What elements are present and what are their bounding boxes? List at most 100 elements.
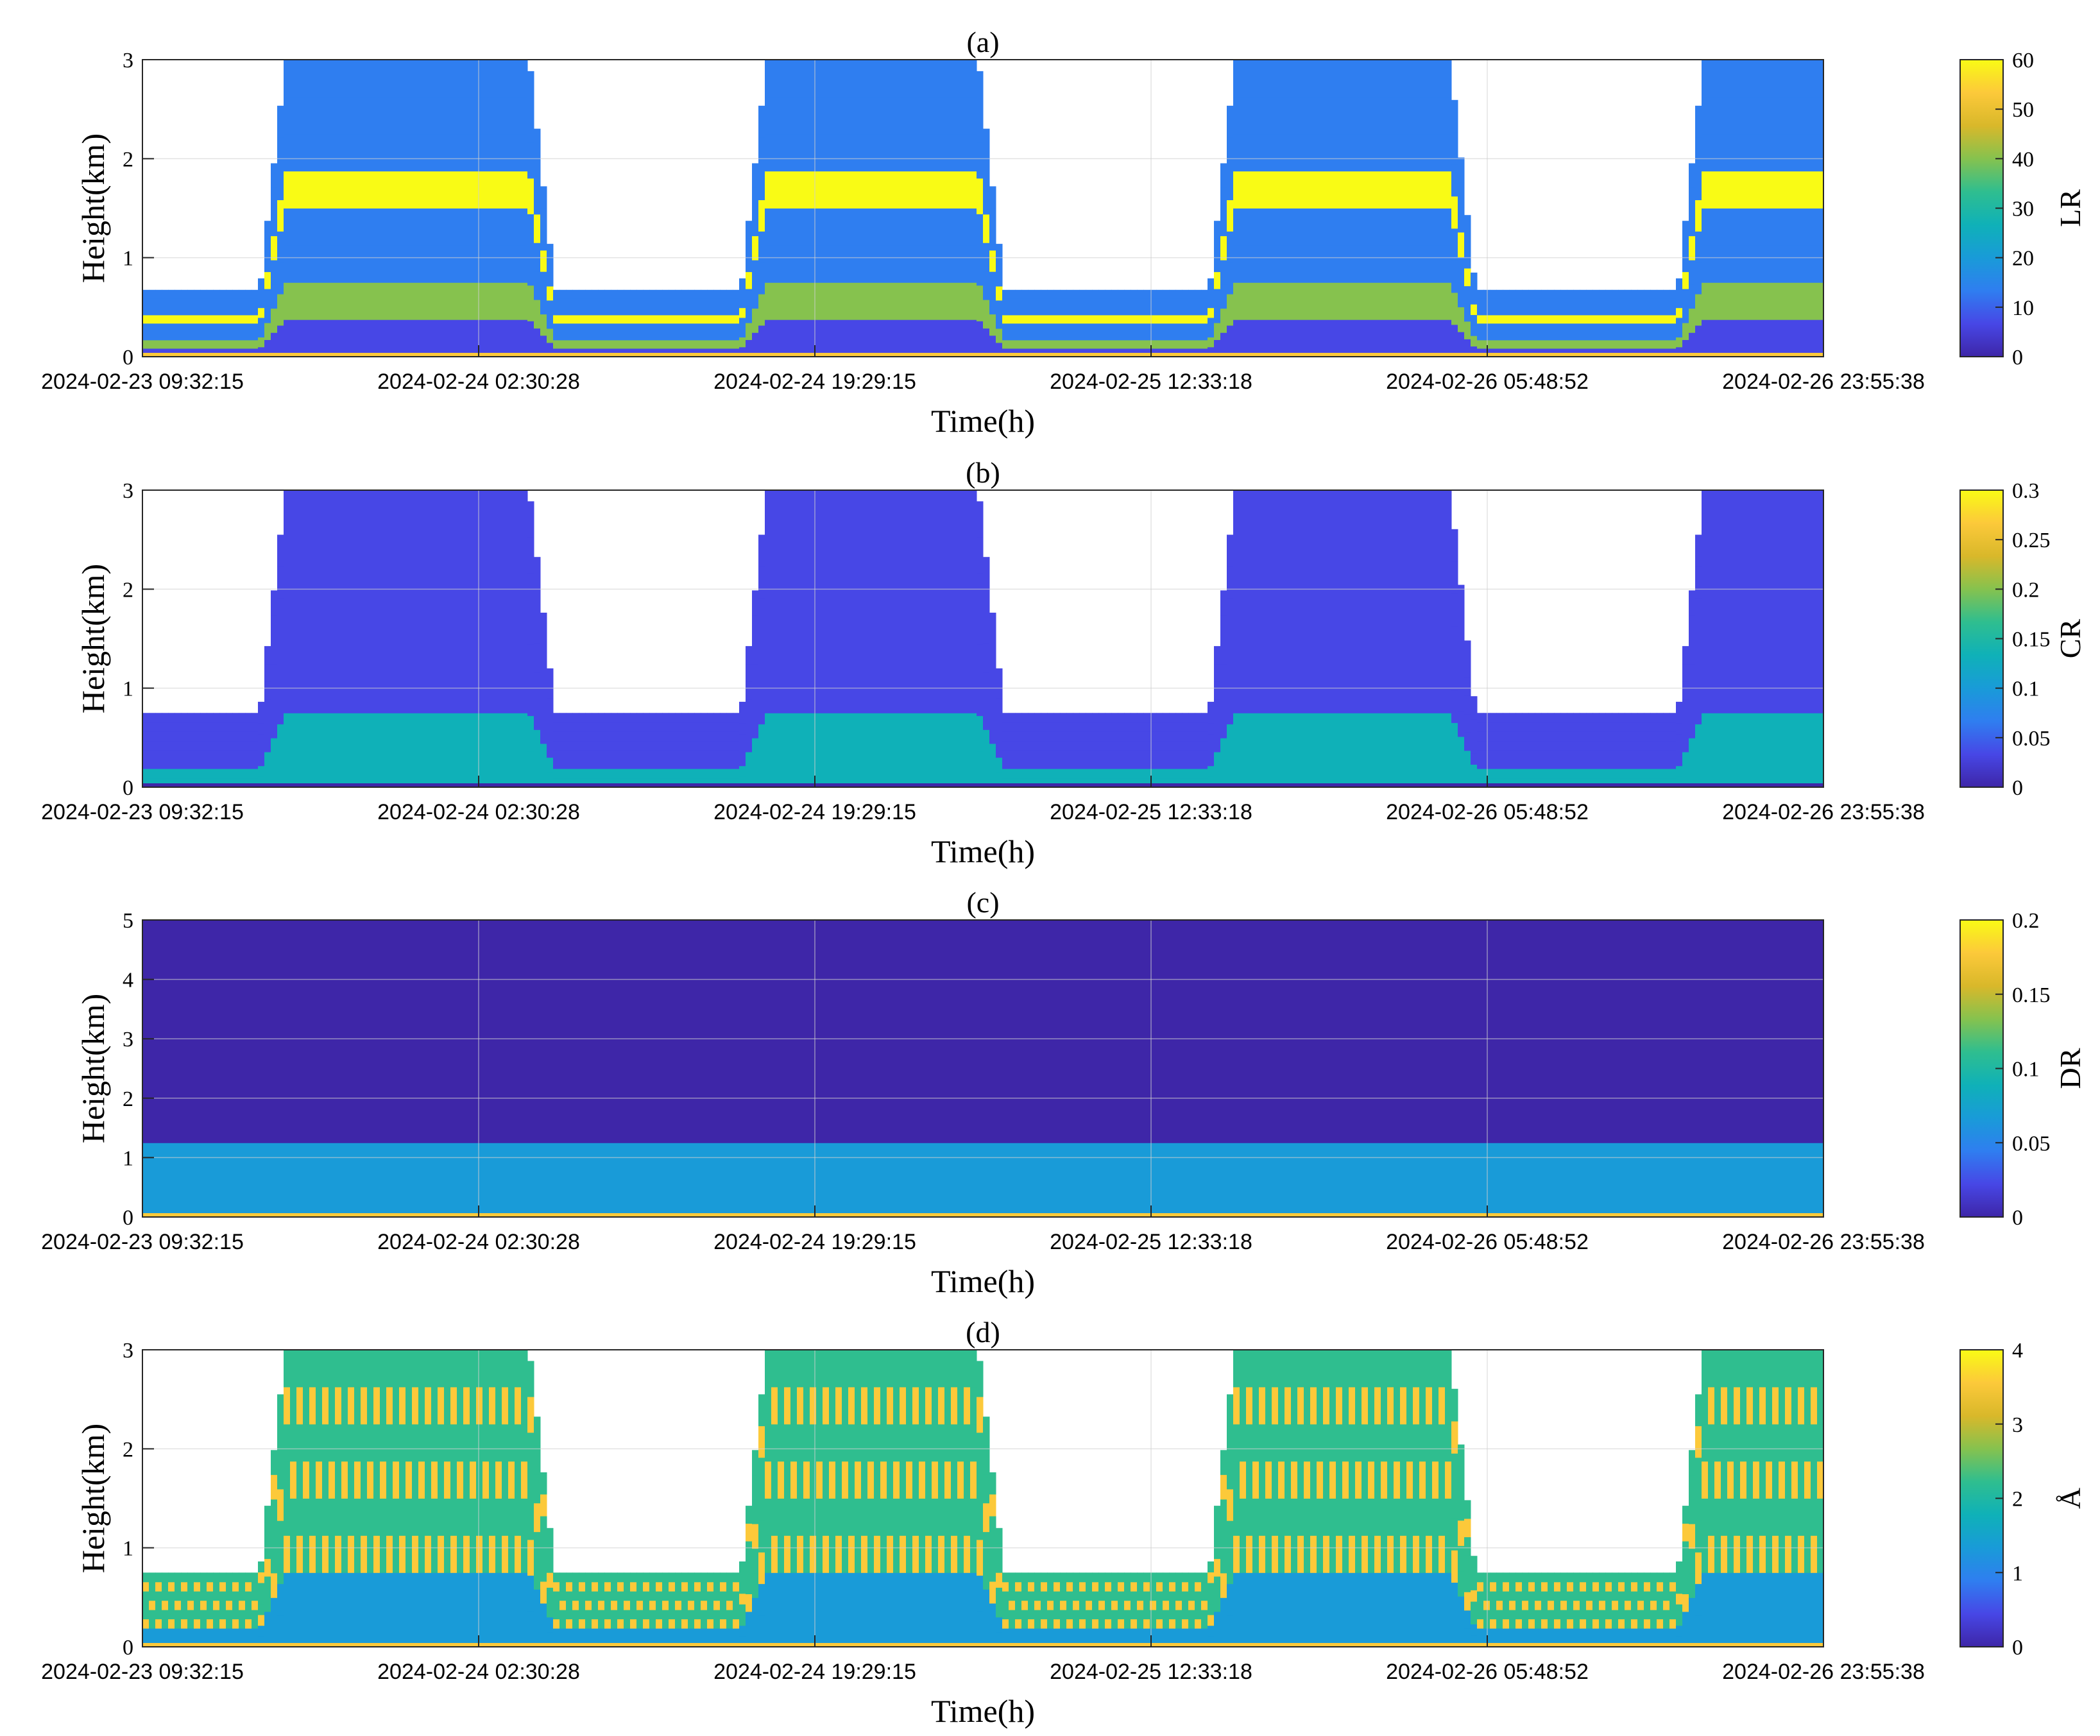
heatmap-cell bbox=[1387, 171, 1394, 208]
heatmap-cell bbox=[1124, 353, 1131, 357]
heatmap-cell bbox=[142, 769, 149, 779]
heatmap-cell bbox=[1150, 713, 1157, 723]
heatmap-cell bbox=[168, 306, 175, 316]
heatmap-cell bbox=[1227, 755, 1234, 788]
heatmap-cell bbox=[1028, 778, 1035, 788]
heatmap-cell bbox=[630, 722, 637, 732]
heatmap-cell bbox=[1592, 713, 1600, 723]
heatmap-cell bbox=[765, 676, 772, 713]
heatmap-cell bbox=[470, 601, 477, 639]
heatmap-cell bbox=[1689, 187, 1696, 212]
heatmap-cell bbox=[1310, 713, 1317, 751]
heatmap-cell bbox=[1586, 331, 1593, 341]
heatmap-cell bbox=[187, 331, 194, 341]
heatmap-cell bbox=[187, 783, 194, 787]
heatmap-cell bbox=[1804, 133, 1811, 172]
heatmap-cell bbox=[1086, 348, 1093, 357]
heatmap-cell bbox=[1625, 353, 1632, 357]
heatmap-cell bbox=[258, 744, 265, 756]
heatmap-cell bbox=[284, 638, 291, 676]
heatmap-cell bbox=[1560, 289, 1567, 299]
heatmap-cell bbox=[1804, 676, 1811, 713]
heatmap-cell bbox=[194, 1143, 201, 1180]
heatmap-cell bbox=[354, 353, 361, 357]
heatmap-cell bbox=[1272, 564, 1279, 602]
heatmap-cell bbox=[746, 646, 753, 665]
heatmap-cell bbox=[463, 527, 470, 565]
heatmap-cell bbox=[1734, 564, 1741, 602]
heatmap-cell bbox=[1310, 353, 1317, 357]
heatmap-cell bbox=[938, 60, 945, 98]
heatmap-cell bbox=[1066, 713, 1073, 723]
heatmap-cell bbox=[1092, 722, 1099, 732]
heatmap-cell bbox=[816, 601, 823, 639]
heatmap-cell bbox=[1118, 331, 1125, 341]
heatmap-cell bbox=[470, 96, 477, 135]
heatmap-cell bbox=[495, 676, 502, 713]
heatmap-cell bbox=[1766, 282, 1773, 320]
heatmap-cell bbox=[540, 335, 547, 357]
heatmap-cell bbox=[399, 713, 406, 751]
heatmap-cell bbox=[643, 306, 650, 316]
heatmap-cell bbox=[758, 534, 765, 567]
heatmap-cell bbox=[1644, 740, 1651, 751]
heatmap-cell bbox=[559, 722, 567, 732]
heatmap-cell bbox=[823, 783, 830, 787]
heatmap-cell bbox=[874, 245, 881, 283]
heatmap-cell bbox=[1509, 331, 1516, 341]
heatmap-cell bbox=[290, 750, 297, 788]
heatmap-cell bbox=[405, 527, 413, 565]
heatmap-cell bbox=[1759, 319, 1766, 357]
heatmap-cell bbox=[803, 319, 810, 357]
heatmap-cell bbox=[1714, 601, 1721, 639]
heatmap-cell bbox=[1695, 597, 1702, 630]
heatmap-cell bbox=[1419, 208, 1426, 246]
heatmap-cell bbox=[1105, 323, 1112, 332]
heatmap-cell bbox=[1310, 527, 1317, 565]
heatmap-cell bbox=[207, 994, 214, 1032]
heatmap-cell bbox=[1695, 262, 1702, 294]
heatmap-cell bbox=[1086, 759, 1093, 769]
heatmap-cell bbox=[1297, 208, 1304, 246]
heatmap-cell bbox=[649, 722, 656, 732]
heatmap-cell bbox=[239, 769, 246, 779]
heatmap-cell bbox=[367, 564, 374, 602]
heatmap-cell bbox=[1785, 638, 1792, 676]
heatmap-cell bbox=[855, 750, 862, 788]
heatmap-cell bbox=[861, 713, 868, 751]
heatmap-cell bbox=[900, 490, 907, 528]
heatmap-cell bbox=[887, 133, 894, 172]
heatmap-cell bbox=[1336, 527, 1343, 565]
heatmap-cell bbox=[252, 722, 259, 732]
heatmap-cell bbox=[790, 713, 798, 751]
heatmap-cell bbox=[758, 629, 765, 661]
heatmap-cell bbox=[1323, 245, 1330, 283]
heatmap-cell bbox=[187, 353, 194, 357]
heatmap-cell bbox=[1631, 731, 1638, 742]
heatmap-cell bbox=[1605, 778, 1612, 788]
heatmap-cell bbox=[1086, 340, 1093, 349]
heatmap-cell bbox=[1368, 245, 1375, 283]
heatmap-cell bbox=[553, 306, 560, 316]
heatmap-cell bbox=[919, 171, 926, 208]
heatmap-cell bbox=[1759, 713, 1766, 751]
heatmap-cell bbox=[1426, 171, 1433, 208]
heatmap-cell bbox=[207, 1180, 214, 1218]
heatmap-cell bbox=[1220, 639, 1227, 665]
heatmap-cell bbox=[592, 783, 599, 787]
heatmap-cell bbox=[681, 289, 688, 299]
heatmap-cell bbox=[989, 228, 996, 251]
heatmap-cell bbox=[1304, 601, 1311, 639]
heatmap-cell bbox=[1740, 783, 1747, 787]
heatmap-cell bbox=[1503, 340, 1510, 349]
heatmap-cell bbox=[1541, 340, 1548, 349]
heatmap-cell bbox=[1817, 133, 1824, 172]
heatmap-cell bbox=[1746, 133, 1754, 172]
heatmap-cell bbox=[1804, 96, 1811, 135]
heatmap-cell bbox=[1496, 323, 1503, 332]
heatmap-cell bbox=[1060, 783, 1067, 787]
heatmap-cell bbox=[1644, 323, 1651, 332]
heatmap-cell bbox=[1817, 60, 1824, 98]
heatmap-cell bbox=[816, 783, 823, 787]
heatmap-cell bbox=[989, 250, 996, 272]
